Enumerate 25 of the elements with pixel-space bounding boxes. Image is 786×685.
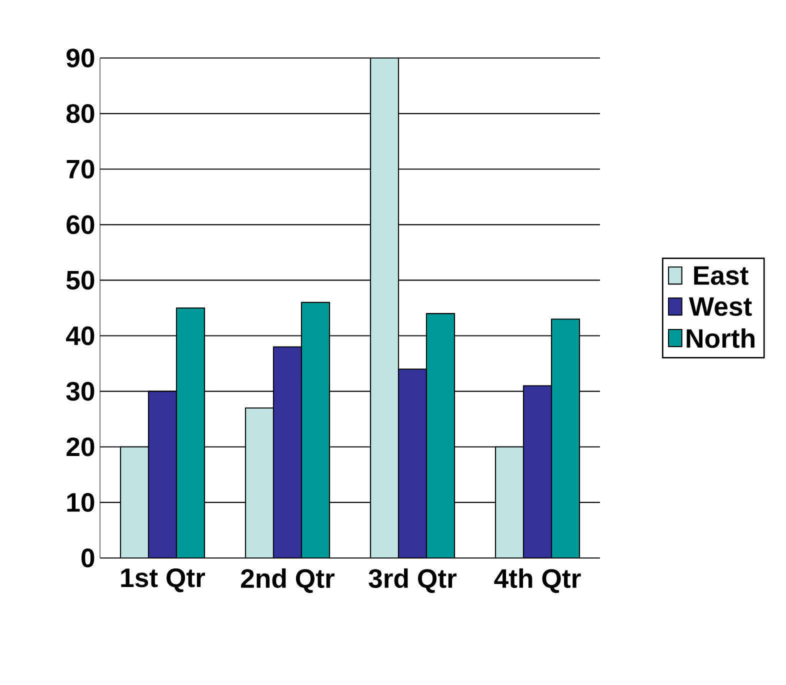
bar xyxy=(494,446,524,558)
legend-label: East xyxy=(694,266,748,285)
bar xyxy=(370,58,400,558)
y-tick-label: 60 xyxy=(66,215,94,234)
bar xyxy=(244,407,274,558)
x-tick-label: 4th Qtr xyxy=(494,568,581,593)
bar xyxy=(522,385,552,558)
bar xyxy=(148,390,178,558)
y-tick-label: 20 xyxy=(66,437,94,456)
y-tick-label: 30 xyxy=(66,382,94,401)
x-tick-label: 1st Qtr xyxy=(121,568,206,592)
legend-label: West xyxy=(688,297,752,316)
x-tick-label: 2nd Qtr xyxy=(241,568,334,593)
legend-label: North xyxy=(686,328,754,348)
y-tick-label: 70 xyxy=(66,160,94,179)
y-tick-label: 50 xyxy=(66,270,94,290)
bar xyxy=(120,446,150,558)
y-tick-label: 0 xyxy=(82,548,94,568)
y-tick-label: 90 xyxy=(66,48,94,68)
x-tick-label: 3rd Qtr xyxy=(368,568,457,593)
y-tick-label: 40 xyxy=(66,326,94,346)
bar xyxy=(272,346,302,558)
bar xyxy=(398,368,428,558)
y-tick-label: 80 xyxy=(66,104,94,123)
y-tick-label: 10 xyxy=(67,493,94,512)
